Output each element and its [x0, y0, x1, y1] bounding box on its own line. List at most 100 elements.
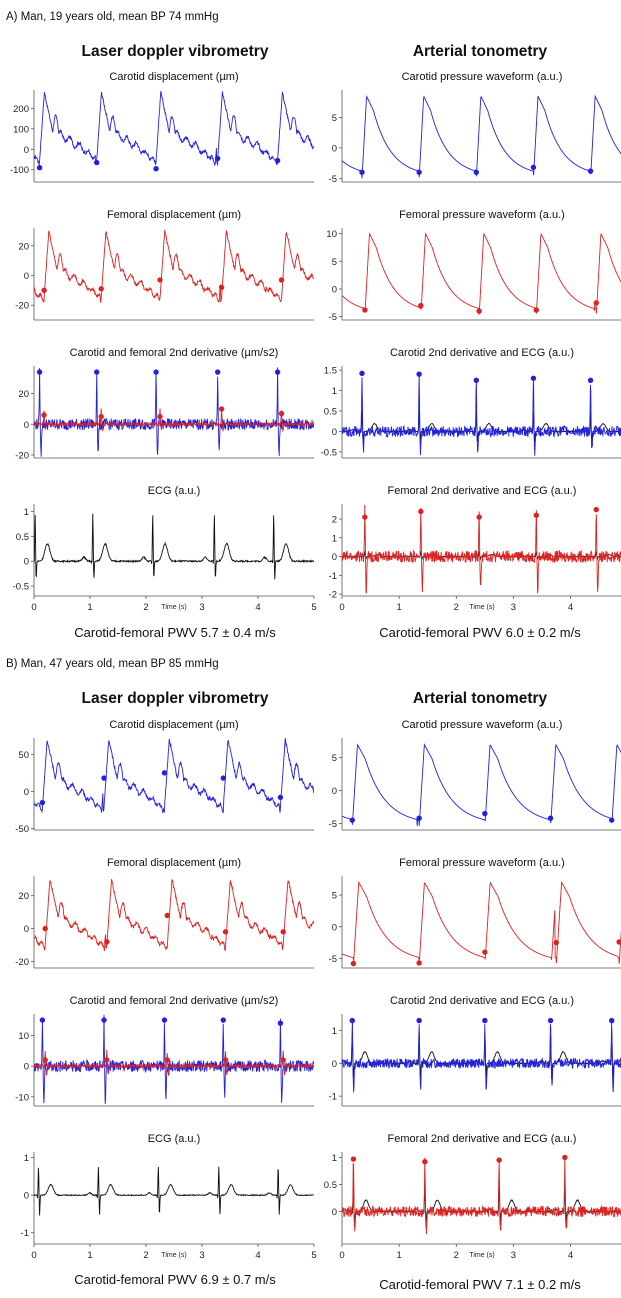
- y-tick-label: 0: [332, 284, 337, 295]
- x-tick-label: 2: [143, 1250, 148, 1261]
- marker-point-femoral: [222, 1057, 229, 1063]
- series-line-femoral: [34, 1049, 314, 1076]
- y-tick-label: 0.5: [16, 532, 29, 543]
- chart-title: Carotid and femoral 2nd derivative (µm/s…: [70, 995, 279, 1007]
- marker-point-femoral: [418, 508, 424, 515]
- y-tick-label: 0: [24, 787, 29, 798]
- chart-title: Carotid 2nd derivative and ECG (a.u.): [390, 995, 574, 1007]
- marker-point-carotid: [530, 375, 537, 381]
- plot-area: [342, 94, 621, 179]
- marker-point-femoral: [98, 413, 104, 420]
- series-line-carotid: [342, 1018, 621, 1093]
- series-line-femoral: [34, 408, 314, 433]
- marker-point-carotid: [220, 775, 226, 781]
- marker-point-femoral: [533, 307, 539, 313]
- marker-point-femoral: [482, 949, 488, 955]
- y-tick-label: 1: [24, 1153, 29, 1164]
- x-tick-label: 4: [255, 1250, 260, 1261]
- marker-point-femoral: [553, 939, 559, 946]
- marker-point-carotid: [359, 169, 365, 175]
- y-tick-label: 0: [332, 427, 337, 438]
- marker-point-femoral: [416, 960, 422, 966]
- y-tick-label: 0.5: [324, 406, 337, 417]
- y-tick-label: 0: [24, 145, 29, 156]
- marker-point-carotid: [349, 817, 355, 823]
- x-tick-label: 4: [255, 602, 260, 613]
- marker-point-carotid: [482, 1017, 488, 1024]
- marker-point-carotid: [101, 1017, 107, 1023]
- marker-point-carotid: [473, 169, 479, 175]
- marker-point-femoral: [157, 413, 163, 420]
- x-tick-label: 1: [396, 602, 401, 613]
- marker-point-carotid: [214, 155, 221, 162]
- x-tick-label: 0: [31, 602, 36, 613]
- marker-point-carotid: [36, 164, 43, 171]
- series-line-carotid: [34, 738, 314, 814]
- x-tick-label: 3: [511, 1250, 516, 1261]
- marker-point-femoral: [218, 284, 225, 291]
- y-tick-label: 20: [18, 389, 29, 400]
- x-tick-label: 1: [87, 602, 92, 613]
- x-tick-label: 2: [454, 602, 459, 613]
- marker-point-femoral: [218, 406, 225, 412]
- x-axis-label: Time (s): [469, 1252, 494, 1259]
- section-a-at-pwv: Carotid-femoral PWV 6.0 ± 0.2 m/s: [379, 625, 581, 640]
- y-tick-label: 20: [18, 891, 29, 902]
- marker-point-carotid: [39, 1017, 46, 1023]
- x-tick-label: 0: [339, 1250, 344, 1261]
- marker-point-femoral: [496, 1157, 502, 1163]
- marker-point-femoral: [222, 929, 229, 935]
- series-line-carotid: [34, 90, 314, 167]
- marker-point-carotid: [39, 799, 46, 806]
- chart-B-at-1: Carotid pressure waveform (a.u.) -5 0 5: [329, 719, 621, 831]
- marker-point-femoral: [280, 929, 286, 935]
- y-tick-label: 1: [332, 1153, 337, 1164]
- plot-area: [34, 738, 314, 814]
- marker-point-carotid: [416, 371, 422, 377]
- chart-title: Carotid displacement (µm): [109, 71, 238, 83]
- plot-area: [34, 1166, 314, 1216]
- x-tick-label: 4: [568, 602, 573, 613]
- chart-title: Carotid pressure waveform (a.u.): [402, 719, 563, 731]
- y-tick-label: -5: [329, 954, 337, 965]
- marker-point-femoral: [104, 939, 110, 945]
- x-tick-label: 4: [568, 1250, 573, 1261]
- plot-area: [342, 1018, 621, 1093]
- y-tick-label: 5: [332, 257, 337, 268]
- series-line-femoral: [342, 504, 621, 594]
- chart-title: Carotid displacement (µm): [109, 719, 238, 731]
- series-line-carotid: [342, 374, 621, 456]
- y-tick-label: 0: [332, 922, 337, 933]
- marker-point-carotid: [530, 164, 537, 171]
- series-line-femoral: [34, 229, 314, 304]
- section-a-ldv-pwv: Carotid-femoral PWV 5.7 ± 0.4 m/s: [74, 625, 276, 640]
- marker-point-carotid: [277, 1020, 284, 1026]
- series-line-ecg: [34, 513, 314, 580]
- marker-point-femoral: [42, 925, 48, 932]
- marker-point-femoral: [41, 412, 47, 418]
- chart-A-ldv-1: Carotid displacement (µm) -100 0 100 200: [10, 71, 314, 183]
- y-tick-label: 0: [332, 786, 337, 797]
- plot-area: [34, 90, 314, 167]
- marker-point-femoral: [593, 300, 599, 306]
- y-tick-label: -100: [10, 165, 29, 176]
- x-tick-label: 1: [87, 1250, 92, 1261]
- marker-point-femoral: [104, 1057, 110, 1063]
- marker-point-carotid: [482, 810, 488, 817]
- marker-point-carotid: [153, 369, 159, 375]
- marker-point-femoral: [616, 939, 621, 945]
- chart-title: Femoral displacement (µm): [107, 209, 241, 221]
- y-tick-label: -5: [329, 174, 337, 185]
- series-line-carotid: [34, 367, 314, 457]
- series-line-carotid: [342, 94, 621, 179]
- plot-area: [342, 743, 621, 826]
- marker-point-carotid: [416, 815, 422, 821]
- x-tick-label: 0: [31, 1250, 36, 1261]
- marker-point-femoral: [164, 912, 170, 919]
- series-line-femoral: [342, 232, 621, 315]
- chart-A-at-2: Femoral pressure waveform (a.u.) -5 0 5 10: [326, 209, 621, 323]
- y-tick-label: 0: [332, 552, 337, 563]
- y-tick-label: -0.5: [321, 447, 337, 458]
